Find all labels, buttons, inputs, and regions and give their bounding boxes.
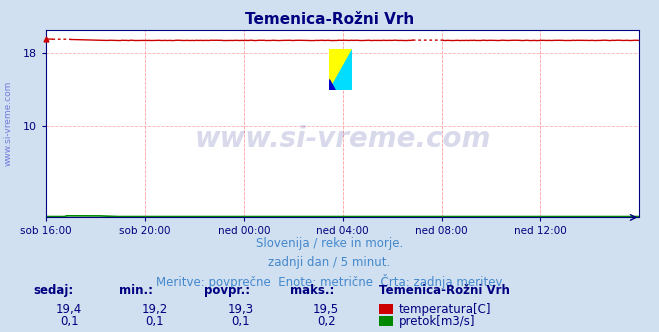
- Text: 0,2: 0,2: [317, 315, 335, 328]
- Polygon shape: [330, 80, 335, 90]
- Text: temperatura[C]: temperatura[C]: [399, 303, 491, 316]
- Text: 19,4: 19,4: [56, 303, 82, 316]
- Text: povpr.:: povpr.:: [204, 284, 250, 297]
- Text: 0,1: 0,1: [231, 315, 250, 328]
- Text: www.si-vreme.com: www.si-vreme.com: [194, 125, 491, 153]
- Text: Temenica-Rožni Vrh: Temenica-Rožni Vrh: [245, 12, 414, 27]
- Text: 0,1: 0,1: [146, 315, 164, 328]
- Text: pretok[m3/s]: pretok[m3/s]: [399, 315, 475, 328]
- Text: www.si-vreme.com: www.si-vreme.com: [3, 81, 13, 166]
- Text: zadnji dan / 5 minut.: zadnji dan / 5 minut.: [268, 256, 391, 269]
- Text: Temenica-Rožni Vrh: Temenica-Rožni Vrh: [379, 284, 510, 297]
- Text: 19,3: 19,3: [227, 303, 254, 316]
- Text: sedaj:: sedaj:: [33, 284, 73, 297]
- Text: maks.:: maks.:: [290, 284, 334, 297]
- Text: 0,1: 0,1: [60, 315, 78, 328]
- Polygon shape: [330, 48, 353, 90]
- Text: Meritve: povprečne  Enote: metrične  Črta: zadnja meritev: Meritve: povprečne Enote: metrične Črta:…: [156, 274, 503, 289]
- Text: 19,2: 19,2: [142, 303, 168, 316]
- Polygon shape: [330, 48, 353, 90]
- Text: min.:: min.:: [119, 284, 153, 297]
- Text: 19,5: 19,5: [313, 303, 339, 316]
- Text: Slovenija / reke in morje.: Slovenija / reke in morje.: [256, 237, 403, 250]
